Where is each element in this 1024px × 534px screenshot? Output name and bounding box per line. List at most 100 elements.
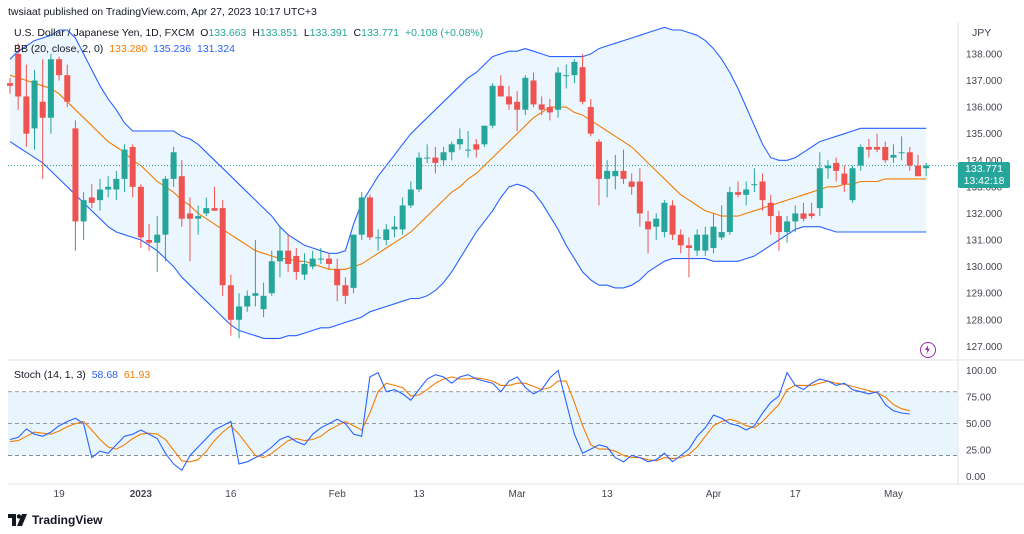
candle-body [792,213,799,222]
change-value: +0.108 (+0.08%) [405,27,484,39]
candle-body [252,293,259,296]
candle-body [653,218,660,227]
stoch-tick-label: 75.00 [966,393,991,404]
candle-body [186,213,193,219]
candle-body [865,146,872,150]
stoch-d-value: 61.93 [123,369,151,381]
candle-body [685,245,692,248]
price-tick-label: 128.000 [966,315,1003,326]
candle-body [105,186,112,190]
candle-body [154,234,161,243]
candle-body [236,306,243,320]
price-tick-label: 132.000 [966,209,1003,220]
candle-body [416,157,422,190]
candle-body [80,200,87,222]
open-label: O [200,27,209,39]
candle-body [203,208,210,214]
candle-body [440,152,447,161]
candle-body [375,237,382,239]
high-label: H [252,27,260,39]
price-tick-label: 130.000 [966,262,1003,273]
price-tick-label: 129.000 [966,289,1003,300]
candle-body [285,250,292,264]
stoch-tick-label: 100.00 [966,366,997,377]
bar-countdown: 13:42:18 [963,175,1005,187]
candle-body [178,176,185,219]
time-tick-label: May [884,489,903,500]
candle-body [522,77,529,110]
candle-body [407,189,414,206]
price-tick-label: 127.000 [966,342,1003,353]
stoch-tick-label: 0.00 [966,472,986,483]
time-tick-label: 16 [225,489,237,500]
candle-body [538,104,545,110]
symbol-legend: U.S. Dollar / Japanese Yen, 1D, FXCM O 13… [14,27,483,39]
candle-body [800,213,807,219]
lightning-icon[interactable] [920,342,936,358]
stoch-d-line [9,376,910,463]
stoch-k-line [9,369,910,472]
candle-body [874,146,881,150]
candle-body [882,146,889,161]
candlesticks[interactable] [7,43,930,339]
candle-body [906,152,913,166]
symbol-name[interactable]: U.S. Dollar / Japanese Yen, 1D, FXCM [14,27,195,39]
stoch-tick-label: 25.00 [966,446,991,457]
candle-body [96,189,103,201]
candle-body [833,162,840,171]
candle-body [31,80,38,129]
candle-body [694,234,701,251]
candle-body [825,165,831,169]
close-label: C [353,27,362,39]
candle-body [23,96,30,134]
candle-body [857,146,864,166]
candle-body [775,216,782,233]
close-value: 133.771 [361,27,400,39]
last-price-tag: 133.771 13:42:18 [958,162,1010,188]
time-tick-label: 2023 [130,489,153,500]
stoch-label[interactable]: Stoch (14, 1, 3) [14,369,86,381]
candle-body [767,202,774,217]
candle-body [514,101,521,110]
low-label: L [303,27,310,39]
candle-body [7,83,13,86]
stochastic-panel [8,369,958,472]
candle-body [579,67,586,102]
candle-body [784,221,791,233]
candle-body [587,107,594,134]
price-tick-label: 131.000 [966,236,1003,247]
candle-body [219,208,226,286]
price-tick-label: 137.000 [966,76,1003,87]
candle-body [399,205,406,230]
candle-body [268,261,275,294]
candle-body [317,258,324,260]
candle-body [677,234,684,246]
candle-body [914,165,921,177]
candle-body [121,149,128,179]
candle-body [260,295,267,310]
candle-body [391,226,398,230]
last-price: 133.771 [965,163,1003,175]
time-tick-label: Mar [509,489,527,500]
candle-body [710,226,717,248]
brand-name: TradingView [32,513,103,527]
published-note: twsiaat published on TradingView.com, Ap… [8,6,317,18]
brand-logo[interactable]: TradingView [8,513,102,527]
price-tick-label: 134.000 [966,156,1003,167]
axes: 127.000 128.000 129.000 130.000 131.000 132.0… [54,49,1003,500]
tradingview-logo-icon [8,514,27,526]
bb-label[interactable]: BB (20, close, 2, 0) [14,43,104,55]
candle-body [47,59,54,118]
candle-body [751,184,758,186]
candle-body [113,178,120,190]
candle-body [636,181,643,214]
candle-body [923,165,930,169]
candle-body [456,138,463,145]
stoch-tick-label: 50.00 [966,419,991,430]
candle-body [595,141,602,179]
candle-body [39,101,46,118]
candle-body [366,197,373,238]
candle-body [808,213,815,217]
candle-body [612,170,619,177]
